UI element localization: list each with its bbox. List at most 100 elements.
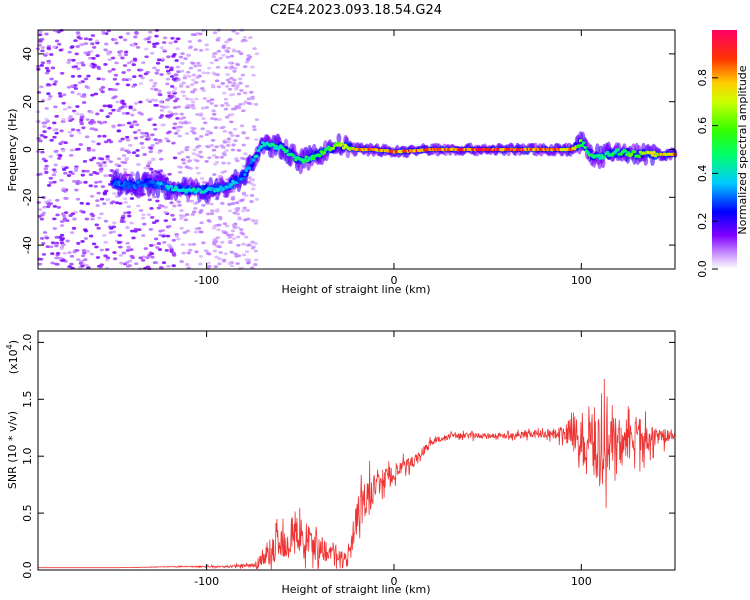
- spectrogram-noise-dot: [61, 149, 66, 153]
- spectrogram-ridge-core: [652, 150, 656, 154]
- spectrogram-noise-dot: [82, 159, 88, 163]
- spectrogram-noise-dot: [209, 61, 214, 65]
- spectrogram-noise-dot: [227, 262, 232, 265]
- spectrogram-noise-dot: [84, 217, 90, 221]
- spectrogram-noise-dot: [81, 63, 86, 67]
- spectrogram-noise-dot: [52, 121, 57, 125]
- spectrogram-noise-dot: [145, 256, 150, 260]
- spectrogram-noise-dot: [100, 90, 105, 94]
- spectrogram-noise-dot: [180, 62, 185, 65]
- spectrogram-noise-dot: [154, 71, 159, 75]
- spectrogram-noise-dot: [42, 130, 47, 133]
- spectrogram-noise-dot: [106, 52, 111, 56]
- spectrogram-ridge-core: [271, 143, 276, 147]
- spectrogram-noise-dot: [46, 92, 51, 96]
- spectrogram-noise-dot: [226, 140, 231, 144]
- spectrogram-noise-dot: [171, 218, 177, 221]
- spectrogram-noise-dot: [80, 240, 85, 243]
- spectrogram-noise-dot: [112, 221, 117, 225]
- spectrogram-noise-dot: [240, 232, 246, 236]
- spectrogram-noise-dot: [150, 255, 155, 259]
- spectrogram-noise-dot: [251, 73, 256, 77]
- spectrogram-noise-dot: [46, 46, 51, 50]
- spectrogram-noise-dot: [83, 258, 88, 262]
- spectrogram-noise-dot: [166, 97, 171, 101]
- spectrogram-noise-dot: [59, 233, 65, 237]
- spectrogram-noise-dot: [115, 100, 120, 104]
- spectrogram-noise-dot: [239, 124, 245, 128]
- spectrogram-ridge-core: [581, 141, 586, 145]
- spectrogram-noise-dot: [236, 149, 242, 152]
- spectrogram-noise-dot: [184, 213, 190, 216]
- spectrogram-noise-dot: [99, 109, 104, 112]
- spectrogram-noise-dot: [118, 139, 123, 143]
- spectrogram-noise-dot: [191, 73, 197, 77]
- spectrogram-noise-dot: [103, 48, 108, 52]
- spectrogram-noise-dot: [59, 178, 64, 182]
- spectrogram-noise-dot: [42, 125, 47, 128]
- spectrogram-noise-dot: [225, 55, 231, 59]
- spectrogram-noise-dot: [225, 104, 231, 107]
- spectrogram-noise-dot: [61, 187, 66, 191]
- spectrogram-noise-dot: [234, 157, 239, 161]
- spectrogram-noise-dot: [53, 163, 58, 167]
- spectrogram-noise-dot: [180, 52, 185, 56]
- spectrogram-noise-dot: [144, 47, 149, 51]
- spectrogram-noise-dot: [147, 253, 152, 257]
- spectrogram-noise-dot: [254, 219, 259, 223]
- spectrogram-ridge-core: [308, 157, 313, 161]
- spectrogram-noise-dot: [93, 128, 99, 132]
- spectrogram-noise-dot: [193, 64, 198, 68]
- spectrogram-ridge-core: [252, 158, 256, 162]
- spectrogram-noise-dot: [244, 60, 250, 64]
- spectrogram-noise-dot: [81, 101, 87, 104]
- spectrogram-noise-dot: [148, 244, 154, 247]
- spectrogram-noise-dot: [186, 251, 191, 255]
- spectrogram-noise-dot: [125, 241, 130, 245]
- spectrogram-noise-dot: [77, 74, 82, 78]
- spectrogram-noise-dot: [151, 221, 157, 225]
- spectrogram-noise-dot: [212, 173, 217, 176]
- spectrogram-noise-dot: [165, 234, 171, 238]
- spectrogram-noise-dot: [113, 88, 118, 92]
- spectrogram-ridge-core: [243, 172, 247, 177]
- snr-y-tick-label: 2.0: [21, 334, 34, 352]
- spectrogram-noise-dot: [225, 84, 230, 88]
- spectrogram-noise-dot: [139, 142, 144, 145]
- spectrogram-noise-dot: [54, 256, 59, 260]
- spectrogram-noise-dot: [191, 210, 197, 214]
- spectrogram-noise-dot: [122, 38, 128, 42]
- snr-y-tick-label: 0.5: [21, 504, 34, 522]
- spectrogram-noise-dot: [99, 197, 105, 201]
- spectrogram-noise-dot: [254, 52, 260, 56]
- spectrogram-noise-dot: [174, 59, 179, 62]
- spectrogram-noise-dot: [217, 223, 222, 227]
- spectrogram-noise-dot: [132, 75, 137, 79]
- spectrogram-noise-dot: [100, 85, 106, 89]
- spectrogram-noise-dot: [85, 249, 91, 253]
- spectrogram-noise-dot: [172, 106, 178, 109]
- spectrogram-noise-dot: [88, 184, 93, 188]
- spectrogram-noise-dot: [114, 61, 119, 65]
- spectrogram-ridge-core: [259, 144, 264, 149]
- spectrogram-noise-dot: [127, 259, 133, 263]
- spectrogram-noise-dot: [66, 174, 72, 177]
- spectrogram-noise-dot: [73, 84, 78, 87]
- spectrogram-noise-dot: [169, 250, 174, 253]
- spectrogram-noise-dot: [197, 74, 202, 78]
- spectrogram-noise-dot: [225, 78, 231, 82]
- spectrogram-noise-dot: [140, 131, 145, 135]
- spectrogram-noise-dot: [97, 134, 102, 138]
- spectrogram-noise-dot: [134, 262, 139, 266]
- spectrogram-noise-dot: [211, 55, 217, 59]
- spectrogram-noise-dot: [123, 201, 128, 204]
- spectrogram-noise-dot: [138, 74, 143, 78]
- spectrogram-noise-dot: [232, 127, 238, 131]
- spectrogram-panel: -100 0 100 -40 -20 0 20 40 Height of straight …: [6, 28, 678, 296]
- spectrogram-noise-dot: [189, 98, 194, 101]
- spectrogram-noise-dot: [121, 78, 126, 81]
- spectrogram-noise-dot: [249, 194, 255, 197]
- spectrogram-noise-dot: [241, 131, 246, 134]
- spectrogram-noise-dot: [133, 102, 139, 105]
